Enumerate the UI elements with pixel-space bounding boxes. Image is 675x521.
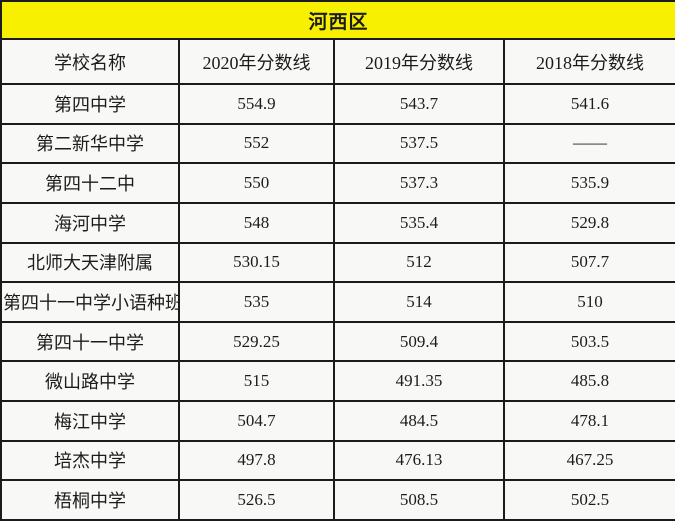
score-cell: 554.9: [178, 83, 335, 125]
column-header: 2018年分数线: [502, 38, 675, 85]
score-cell: 514: [333, 281, 505, 323]
table-row: 微山路中学 515 491.35 485.8: [0, 360, 675, 402]
score-cell: 509.4: [333, 320, 505, 363]
score-cell: 529.25: [178, 320, 335, 363]
table-row: 第四十一中学小语种班 535 514 510: [0, 281, 675, 323]
school-name-cell: 微山路中学: [0, 360, 180, 402]
table-row: 海河中学 548 535.4 529.8: [0, 201, 675, 244]
table-row: 梧桐中学 526.5 508.5 502.5: [0, 479, 675, 521]
table-row: 第四中学 554.9 543.7 541.6: [0, 83, 675, 125]
district-title: 河西区: [0, 0, 675, 40]
score-cell: 502.5: [502, 479, 675, 521]
school-name-cell: 第四十一中学小语种班: [0, 281, 180, 323]
score-cell: 476.13: [333, 439, 505, 482]
score-cell: 550: [178, 162, 335, 204]
score-cell: 535.9: [502, 162, 675, 204]
table-row: 北师大天津附属 530.15 512 507.7: [0, 241, 675, 284]
table-row: 第四十二中 550 537.3 535.9: [0, 162, 675, 204]
score-cell: 478.1: [502, 400, 675, 442]
score-cell: 497.8: [178, 439, 335, 482]
column-header: 2020年分数线: [178, 38, 335, 85]
score-cell: 548: [178, 201, 335, 244]
school-name-cell: 第四十二中: [0, 162, 180, 204]
table-row: 梅江中学 504.7 484.5 478.1: [0, 400, 675, 442]
school-name-cell: 培杰中学: [0, 439, 180, 482]
school-name-cell: 梧桐中学: [0, 479, 180, 521]
title-row: 河西区: [0, 0, 675, 40]
school-name-cell: 第四中学: [0, 83, 180, 125]
score-cell: 491.35: [333, 360, 505, 402]
school-name-cell: 海河中学: [0, 201, 180, 244]
column-header: 学校名称: [0, 38, 180, 85]
score-cell: 552: [178, 122, 335, 165]
score-cell: 512: [333, 241, 505, 284]
score-cell: 515: [178, 360, 335, 402]
score-cell: 467.25: [502, 439, 675, 482]
score-cell: 508.5: [333, 479, 505, 521]
score-cell: 503.5: [502, 320, 675, 363]
school-name-cell: 北师大天津附属: [0, 241, 180, 284]
score-cell: 535.4: [333, 201, 505, 244]
score-cell: 507.7: [502, 241, 675, 284]
column-header: 2019年分数线: [333, 38, 505, 85]
score-cell: 535: [178, 281, 335, 323]
table-row: 培杰中学 497.8 476.13 467.25: [0, 439, 675, 482]
score-cell: 484.5: [333, 400, 505, 442]
score-cell: 537.3: [333, 162, 505, 204]
table-row: 第二新华中学 552 537.5 ——: [0, 122, 675, 165]
score-cell: 537.5: [333, 122, 505, 165]
score-cell: 543.7: [333, 83, 505, 125]
score-cell: ——: [502, 122, 675, 165]
score-cell: 530.15: [178, 241, 335, 284]
school-name-cell: 梅江中学: [0, 400, 180, 442]
school-name-cell: 第二新华中学: [0, 122, 180, 165]
score-cell: 485.8: [502, 360, 675, 402]
header-row: 学校名称 2020年分数线 2019年分数线 2018年分数线: [0, 38, 675, 85]
score-cell: 541.6: [502, 83, 675, 125]
score-cell: 510: [502, 281, 675, 323]
score-cell: 526.5: [178, 479, 335, 521]
score-cell: 504.7: [178, 400, 335, 442]
table-row: 第四十一中学 529.25 509.4 503.5: [0, 320, 675, 363]
score-cell: 529.8: [502, 201, 675, 244]
school-name-cell: 第四十一中学: [0, 320, 180, 363]
